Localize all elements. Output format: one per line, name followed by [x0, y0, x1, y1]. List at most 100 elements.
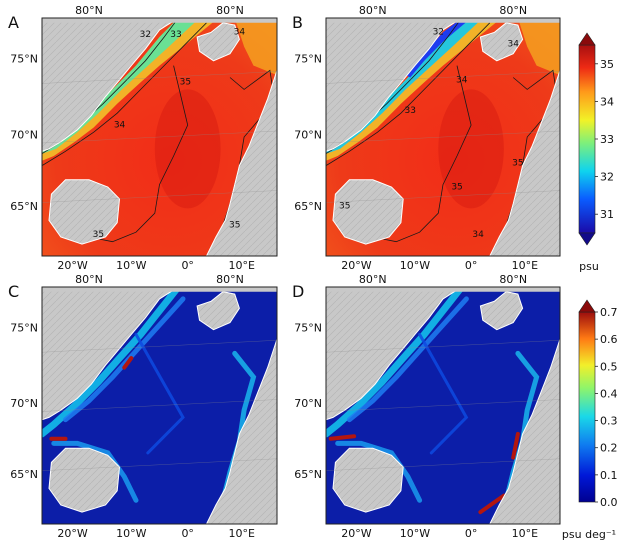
graticule-line — [326, 399, 560, 412]
contour-label: 35 — [229, 220, 240, 230]
isohaline-contour — [42, 22, 207, 166]
colorbar-gradient — [578, 311, 596, 503]
bottom-longitude-tick: 20°W — [341, 527, 371, 540]
colorbar-extend-max — [578, 299, 596, 313]
salinity-front — [418, 332, 469, 455]
contour-label: 34 — [456, 75, 468, 85]
greenland-land — [326, 287, 463, 421]
contour-label: 34 — [234, 28, 246, 38]
bottom-longitude-tick: 0° — [465, 259, 478, 272]
left-latitude-tick: 70°N — [294, 129, 322, 142]
contour-label: 33 — [405, 106, 416, 116]
map-panel-d: D 80°N 80°N 75°N 70°N 65°N 20°W 10°W 0° 10°E — [292, 273, 561, 540]
contour-label: 33 — [170, 30, 181, 40]
scandinavia-land — [489, 70, 560, 256]
colorbar-tick-label: 32 — [600, 171, 614, 184]
graticule-line — [42, 458, 277, 471]
arctic-land — [326, 18, 560, 23]
salinity-front — [42, 287, 182, 438]
colorbar-tick-label: 0.2 — [600, 442, 618, 455]
top-latitude-tick: 80°N — [75, 273, 103, 286]
colorbar-tick-label: 35 — [600, 58, 614, 71]
colorbar-tick-label: 34 — [600, 95, 614, 108]
bottom-longitude-tick: 10°W — [400, 527, 430, 540]
iceland-land — [48, 179, 121, 245]
contour-label: 35 — [180, 78, 191, 88]
salinity-front — [346, 296, 469, 423]
top-latitude-tick: 80°N — [75, 4, 103, 17]
left-latitude-tick: 70°N — [294, 397, 322, 410]
colorbar-salinity: 35 34 33 32 31 psu — [578, 32, 614, 273]
greenland-land — [326, 18, 463, 152]
salinity-front — [51, 440, 139, 503]
arctic-land — [42, 18, 277, 23]
strong-front — [328, 434, 357, 441]
colorbar-extend-min — [578, 232, 596, 246]
map-panel-b: B 80°N 80°N 75°N 70°N 65°N 20°W 10°W 0° 10°E 32 33 3… — [292, 4, 561, 272]
colorbar-tick-label: 0.3 — [600, 415, 618, 428]
salinity-front — [134, 332, 185, 455]
colorbar-tick-label: 0.5 — [600, 360, 618, 373]
strong-front — [122, 356, 134, 370]
map-field — [326, 287, 560, 524]
contour-label: 34 — [114, 120, 126, 130]
svalbard-land — [196, 22, 240, 62]
top-latitude-tick: 80°N — [359, 273, 387, 286]
map-frame — [41, 286, 278, 525]
top-latitude-tick: 80°N — [499, 4, 527, 17]
bottom-longitude-tick: 10°E — [229, 259, 255, 272]
colorbar-tick-label: 0.1 — [600, 469, 618, 482]
saline-core — [154, 89, 221, 209]
graticule-line — [326, 190, 560, 203]
colorbar-tick-label: 31 — [600, 208, 614, 221]
colorbar-gradient: 0.7 0.6 0.5 0.4 0.3 0.2 0.1 0.0 psu deg⁻¹ — [562, 299, 618, 541]
bottom-longitude-tick: 10°W — [400, 259, 430, 272]
graticule-line — [42, 399, 277, 412]
bottom-longitude-tick: 10°E — [512, 259, 538, 272]
bottom-longitude-tick: 0° — [465, 527, 478, 540]
top-latitude-tick: 80°N — [216, 273, 244, 286]
colorbar-tick-label: 0.6 — [600, 333, 618, 346]
map-field — [42, 18, 277, 256]
contour-label: 35 — [512, 159, 523, 169]
graticule-line — [326, 71, 560, 84]
isohaline-contour — [326, 22, 491, 166]
colorbar-tick-label: 0.0 — [600, 496, 618, 509]
contour-label: 35 — [451, 182, 462, 192]
map-frame — [41, 17, 278, 257]
bottom-longitude-tick: 20°W — [57, 527, 87, 540]
left-latitude-tick: 65°N — [10, 468, 38, 481]
contour-label: 34 — [472, 230, 484, 240]
colorbar-tick-label: 0.7 — [600, 306, 618, 319]
graticule-line — [42, 130, 277, 144]
left-latitude-tick: 75°N — [294, 52, 322, 65]
graticule-line — [326, 458, 560, 471]
salinity-front — [63, 296, 186, 423]
colorbar-tick-label: 33 — [600, 133, 614, 146]
bottom-longitude-tick: 10°E — [229, 527, 255, 540]
panel-label: D — [292, 282, 304, 301]
strong-front — [478, 493, 506, 515]
bottom-longitude-tick: 20°W — [57, 259, 87, 272]
map-panel-a: A 80°N 80°N 75°N 70°N 65°N 20°W 10°W 0° 10°E 32 33 3… — [8, 4, 278, 272]
scandinavia-land — [205, 70, 277, 256]
barents-inflow — [517, 18, 560, 76]
svalbard-land — [479, 22, 524, 62]
bottom-longitude-tick: 0° — [181, 259, 194, 272]
iceland-land — [48, 447, 121, 513]
fresh-water-band — [326, 18, 502, 161]
salinity-front — [335, 440, 423, 503]
arctic-land — [42, 287, 277, 292]
bottom-longitude-tick: 10°W — [116, 259, 146, 272]
barents-inflow — [234, 18, 277, 76]
colorbar-gradient — [578, 44, 596, 234]
contour-label: 35 — [93, 230, 104, 240]
bottom-longitude-tick: 0° — [181, 527, 194, 540]
panel-label: A — [8, 13, 19, 32]
left-latitude-tick: 75°N — [10, 52, 38, 65]
greenland-land — [42, 18, 180, 152]
salinity-front — [326, 287, 466, 438]
left-latitude-tick: 70°N — [10, 397, 38, 410]
contour-label: 35 — [339, 201, 350, 211]
